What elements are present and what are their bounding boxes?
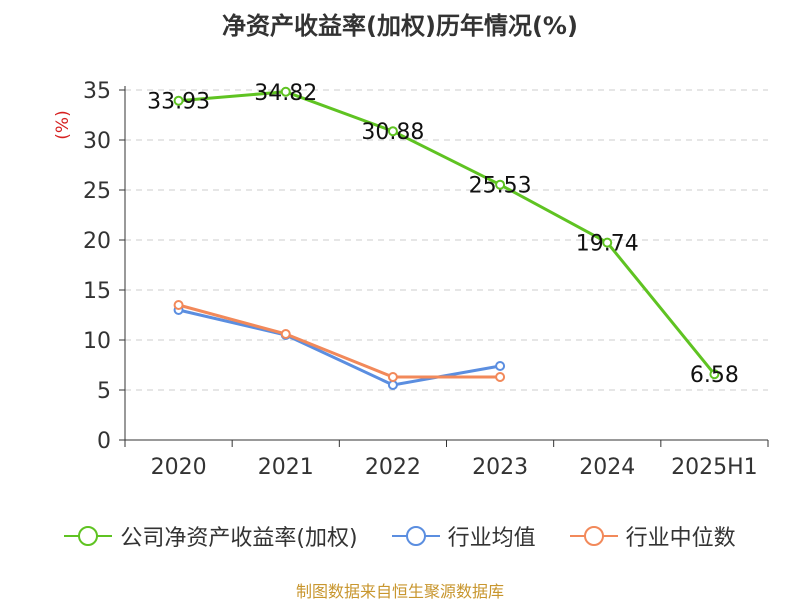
y-tick-label: 25 [83,179,111,204]
legend-item-industry-median[interactable]: 行业中位数 [569,520,736,552]
legend: 公司净资产收益率(加权) 行业均值 行业中位数 [0,520,800,552]
x-tick-label: 2022 [365,455,421,480]
legend-label-company: 公司净资产收益率(加权) [120,526,358,551]
legend-label-industry-mean: 行业均值 [447,526,536,551]
series-line-0 [178,90,716,376]
data-label: 19.74 [576,232,639,257]
data-point [280,329,291,339]
data-source-note: 制图数据来自恒生聚源数据库 [295,582,504,601]
data-point [495,361,506,371]
legend-line-circle-icon [391,526,440,546]
data-point [495,179,506,190]
data-point [173,300,184,310]
y-tick-label: 0 [97,429,111,454]
legend-item-company[interactable]: 公司净资产收益率(加权) [64,520,358,552]
data-point [387,380,398,390]
data-point [709,369,720,380]
data-point [387,372,398,382]
y-tick-label: 5 [97,379,111,404]
data-point [495,372,506,382]
data-point [387,126,398,137]
data-label: 25.53 [469,174,532,199]
y-tick-label: 35 [83,79,111,104]
data-label: 34.82 [254,81,317,106]
legend-label-industry-median: 行业中位数 [625,526,736,551]
legend-item-industry-mean[interactable]: 行业均值 [391,520,536,552]
x-tick-label: 2021 [258,455,314,480]
y-tick-label: 15 [83,279,111,304]
series-line-1 [178,308,501,387]
data-point [280,86,291,97]
data-label: 33.93 [147,90,210,115]
legend-line-circle-icon [569,526,618,546]
legend-line-circle-icon [64,526,113,546]
x-tick-label: 2025H1 [671,455,758,480]
series-line-2 [178,303,501,379]
y-axis-label: (%) [53,110,73,139]
x-tick-label: 2024 [579,455,635,480]
data-point [173,95,184,106]
x-tick-label: 2023 [472,455,528,480]
y-tick-label: 10 [83,329,111,354]
data-label: 30.88 [361,120,424,145]
data-label: 6.58 [690,363,739,388]
chart-title: 净资产收益率(加权)历年情况(%) [222,12,578,40]
y-tick-label: 30 [83,129,111,154]
x-tick-label: 2020 [151,455,207,480]
data-point [602,237,613,248]
y-tick-label: 20 [83,229,111,254]
